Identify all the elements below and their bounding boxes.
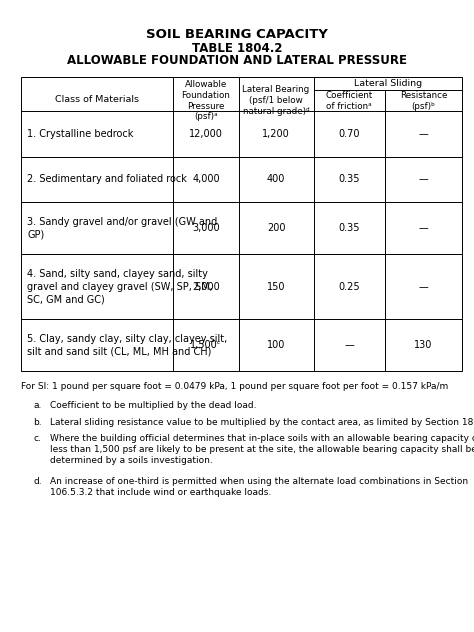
Text: Lateral sliding resistance value to be multiplied by the contact area, as limite: Lateral sliding resistance value to be m… <box>50 418 474 427</box>
Text: 0.35: 0.35 <box>338 174 360 185</box>
Text: Class of Materials: Class of Materials <box>55 95 139 104</box>
Text: —: — <box>419 282 428 291</box>
Text: Resistance
(psf)ᵇ: Resistance (psf)ᵇ <box>400 91 447 111</box>
Text: 400: 400 <box>267 174 285 185</box>
Text: 0.25: 0.25 <box>338 282 360 291</box>
Text: For SI: 1 pound per square foot = 0.0479 kPa, 1 pound per square foot per foot =: For SI: 1 pound per square foot = 0.0479… <box>21 382 448 391</box>
Text: 3. Sandy gravel and/or gravel (GW and
GP): 3. Sandy gravel and/or gravel (GW and GP… <box>27 217 217 240</box>
Bar <box>21 77 462 371</box>
Text: b.: b. <box>33 418 42 427</box>
Text: —: — <box>419 129 428 139</box>
Text: 2,000: 2,000 <box>192 282 220 291</box>
Text: Coefficient
of frictionᵃ: Coefficient of frictionᵃ <box>326 91 373 111</box>
Text: 130: 130 <box>414 340 433 350</box>
Text: 1,200: 1,200 <box>262 129 290 139</box>
Text: 150: 150 <box>267 282 285 291</box>
Text: 12,000: 12,000 <box>189 129 223 139</box>
Text: 2. Sedimentary and foliated rock: 2. Sedimentary and foliated rock <box>27 174 187 185</box>
Text: 0.35: 0.35 <box>338 223 360 233</box>
Text: Allowable
Foundation
Pressure
(psf)ᵃ: Allowable Foundation Pressure (psf)ᵃ <box>182 80 230 121</box>
Text: 4. Sand, silty sand, clayey sand, silty
gravel and clayey gravel (SW, SP, SM,
SC: 4. Sand, silty sand, clayey sand, silty … <box>27 269 213 304</box>
Text: TABLE 1804.2: TABLE 1804.2 <box>192 42 282 56</box>
Text: —: — <box>419 223 428 233</box>
Text: 5. Clay, sandy clay, silty clay, clayey silt,
silt and sand silt (CL, ML, MH and: 5. Clay, sandy clay, silty clay, clayey … <box>27 334 227 356</box>
Text: d.: d. <box>33 477 42 486</box>
Text: 1. Crystalline bedrock: 1. Crystalline bedrock <box>27 129 133 139</box>
Text: Lateral Sliding: Lateral Sliding <box>354 79 422 88</box>
Text: 1,500ᶜ: 1,500ᶜ <box>191 340 222 350</box>
Text: An increase of one-third is permitted when using the alternate load combinations: An increase of one-third is permitted wh… <box>50 477 468 497</box>
Text: c.: c. <box>33 434 41 443</box>
Text: 4,000: 4,000 <box>192 174 220 185</box>
Text: 3,000: 3,000 <box>192 223 220 233</box>
Text: Lateral Bearing
(psf/1 below
natural grade)ᵈ: Lateral Bearing (psf/1 below natural gra… <box>243 85 310 116</box>
Text: Where the building official determines that in-place soils with an allowable bea: Where the building official determines t… <box>50 434 474 465</box>
Text: 100: 100 <box>267 340 285 350</box>
Text: —: — <box>419 174 428 185</box>
Text: ALLOWABLE FOUNDATION AND LATERAL PRESSURE: ALLOWABLE FOUNDATION AND LATERAL PRESSUR… <box>67 54 407 68</box>
Text: 200: 200 <box>267 223 285 233</box>
Text: SOIL BEARING CAPACITY: SOIL BEARING CAPACITY <box>146 28 328 42</box>
Text: —: — <box>345 340 354 350</box>
Text: Coefficient to be multiplied by the dead load.: Coefficient to be multiplied by the dead… <box>50 401 256 410</box>
Text: 0.70: 0.70 <box>338 129 360 139</box>
Text: a.: a. <box>33 401 42 410</box>
